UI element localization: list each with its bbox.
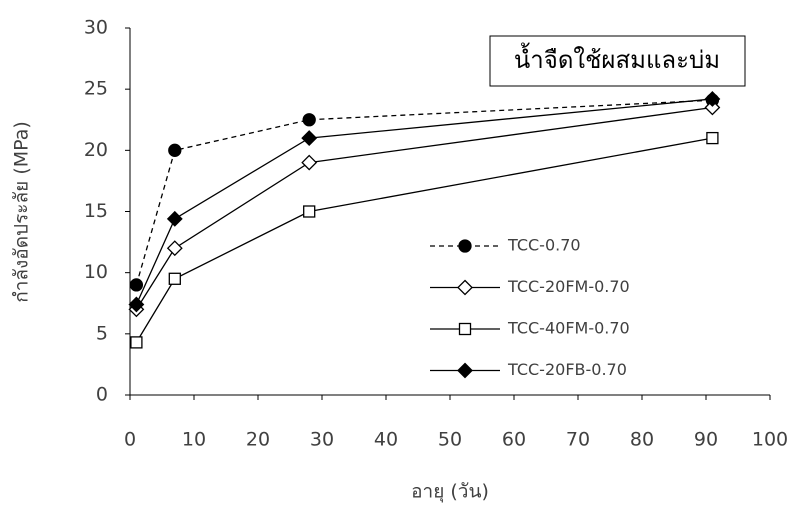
x-tick-label: 10: [182, 429, 206, 451]
series-line: [135, 106, 713, 310]
y-tick-label: 25: [84, 78, 108, 100]
x-tick-label: 20: [246, 429, 270, 451]
annotation: น้ำจืดใช้ผสมและบ่ม: [514, 42, 720, 74]
y-tick-label: 10: [84, 261, 108, 283]
series-line: [135, 99, 713, 286]
x-tick-label: 0: [124, 429, 136, 451]
legend-label: TCC-0.70: [507, 236, 581, 255]
marker: [128, 296, 145, 313]
y-tick-label: 0: [96, 384, 108, 406]
x-axis-label: อายุ (วัน): [411, 481, 489, 504]
marker: [166, 210, 183, 227]
marker: [704, 99, 721, 116]
marker: [168, 143, 182, 157]
legend-label: TCC-40FM-0.70: [507, 319, 630, 338]
legend-marker: [458, 239, 472, 253]
x-tick-label: 30: [310, 429, 334, 451]
annotation-box: [489, 35, 746, 87]
y-tick-label: 15: [84, 200, 108, 222]
x-tick-label: 70: [566, 429, 590, 451]
marker: [130, 336, 143, 349]
marker: [706, 131, 719, 145]
x-tick-label: 90: [694, 429, 718, 451]
marker: [301, 154, 318, 171]
x-tick-label: 80: [630, 429, 654, 451]
marker: [704, 91, 721, 107]
legend-label: TCC-20FB-0.70: [507, 360, 627, 379]
x-tick-label: 100: [752, 429, 788, 451]
marker: [302, 113, 316, 127]
marker: [301, 130, 318, 147]
y-tick-label: 20: [84, 139, 108, 161]
y-axis-label: กำลังอัดประลัย (MPa): [11, 121, 33, 303]
marker: [168, 272, 181, 285]
x-tick-label: 50: [438, 429, 462, 451]
legend-marker: [458, 322, 472, 336]
marker: [303, 205, 316, 218]
y-tick-label: 30: [84, 17, 108, 39]
marker: [166, 240, 183, 257]
x-tick-label: 40: [374, 429, 398, 451]
series-line: [135, 98, 713, 305]
legend-marker: [457, 279, 473, 296]
x-tick-label: 60: [502, 429, 526, 451]
series-line: [135, 137, 713, 343]
y-tick-label: 5: [96, 322, 108, 344]
legend-marker: [457, 362, 473, 379]
marker: [129, 278, 144, 292]
legend-label: TCC-20FM-0.70: [507, 277, 630, 296]
